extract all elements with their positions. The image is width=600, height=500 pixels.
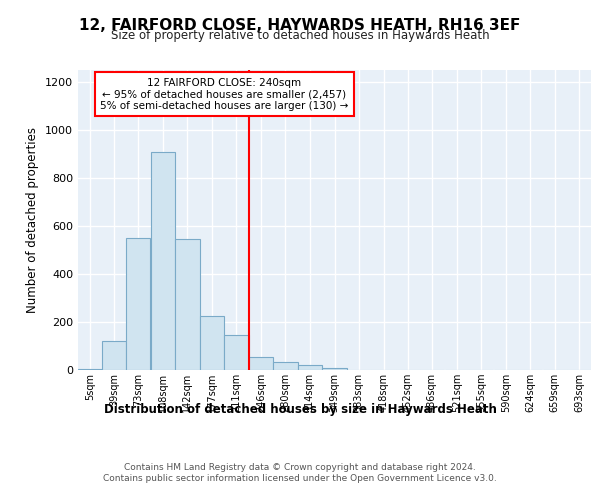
Bar — [298, 365, 322, 370]
Text: 12, FAIRFORD CLOSE, HAYWARDS HEATH, RH16 3EF: 12, FAIRFORD CLOSE, HAYWARDS HEATH, RH16… — [79, 18, 521, 32]
Bar — [200, 316, 224, 370]
Text: Distribution of detached houses by size in Haywards Heath: Distribution of detached houses by size … — [104, 402, 496, 415]
Bar — [127, 238, 151, 370]
Bar — [102, 341, 127, 370]
Bar — [175, 239, 199, 370]
Text: Size of property relative to detached houses in Haywards Heath: Size of property relative to detached ho… — [110, 29, 490, 42]
Text: 12 FAIRFORD CLOSE: 240sqm
← 95% of detached houses are smaller (2,457)
5% of sem: 12 FAIRFORD CLOSE: 240sqm ← 95% of detac… — [100, 78, 349, 110]
Text: Contains HM Land Registry data © Crown copyright and database right 2024.: Contains HM Land Registry data © Crown c… — [124, 462, 476, 471]
Bar — [274, 362, 298, 370]
Bar — [151, 152, 175, 370]
Bar — [249, 357, 274, 370]
Text: Contains public sector information licensed under the Open Government Licence v3: Contains public sector information licen… — [103, 474, 497, 483]
Bar — [322, 368, 347, 370]
Bar — [224, 335, 248, 370]
Y-axis label: Number of detached properties: Number of detached properties — [26, 127, 40, 313]
Bar — [78, 369, 102, 370]
